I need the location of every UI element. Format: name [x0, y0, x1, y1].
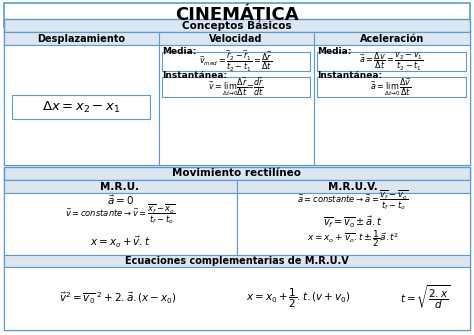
FancyBboxPatch shape — [4, 267, 470, 330]
FancyBboxPatch shape — [314, 45, 470, 165]
Text: M.R.U.V.: M.R.U.V. — [328, 182, 378, 192]
FancyBboxPatch shape — [162, 77, 310, 97]
FancyBboxPatch shape — [162, 52, 310, 71]
Text: Media:: Media: — [317, 47, 351, 56]
Text: $\vec{v}=constante \rightarrow \vec{v}=\dfrac{\overline{x_f}-\overline{x_o}}{t_f: $\vec{v}=constante \rightarrow \vec{v}=\… — [64, 202, 175, 226]
Text: $x=x_o+\overline{v_o}.t\pm\dfrac{1}{2}\vec{a}.t^2$: $x=x_o+\overline{v_o}.t\pm\dfrac{1}{2}\v… — [307, 228, 399, 250]
FancyBboxPatch shape — [12, 95, 150, 119]
Text: $t=\sqrt{\dfrac{2.x}{d}}$: $t=\sqrt{\dfrac{2.x}{d}}$ — [400, 284, 450, 312]
Text: $\Delta x = x_2 - x_1$: $\Delta x = x_2 - x_1$ — [42, 99, 120, 115]
Text: $\vec{a}=0$: $\vec{a}=0$ — [107, 193, 134, 207]
FancyBboxPatch shape — [4, 19, 470, 32]
Text: Desplazamiento: Desplazamiento — [37, 34, 125, 44]
Text: M.R.U.: M.R.U. — [100, 182, 139, 192]
FancyBboxPatch shape — [4, 45, 159, 165]
FancyBboxPatch shape — [4, 32, 159, 45]
FancyBboxPatch shape — [159, 45, 314, 165]
FancyBboxPatch shape — [4, 30, 470, 165]
FancyBboxPatch shape — [314, 32, 470, 45]
Text: Ecuaciones complementarias de M.R.U.V: Ecuaciones complementarias de M.R.U.V — [125, 256, 349, 266]
FancyBboxPatch shape — [4, 3, 470, 27]
Text: $\vec{v}=\lim_{\Delta t\to 0}\dfrac{\Delta\vec{r}}{\Delta t}=\dfrac{d\vec{r}}{dt: $\vec{v}=\lim_{\Delta t\to 0}\dfrac{\Del… — [208, 76, 264, 98]
Text: $\vec{a}=constante \rightarrow \vec{a}=\dfrac{\overline{v_f}-\overline{v_o}}{t_f: $\vec{a}=constante \rightarrow \vec{a}=\… — [298, 188, 409, 212]
Text: $\vec{a}=\dfrac{\Delta v}{\Delta t}=\dfrac{v_2-v_1}{t_2-t_1}$: $\vec{a}=\dfrac{\Delta v}{\Delta t}=\dfr… — [359, 51, 423, 72]
FancyBboxPatch shape — [317, 77, 466, 97]
Text: Movimiento rectilíneo: Movimiento rectilíneo — [173, 169, 301, 179]
FancyBboxPatch shape — [4, 180, 237, 193]
Text: $x=x_0+\dfrac{1}{2}.t.(v+v_0)$: $x=x_0+\dfrac{1}{2}.t.(v+v_0)$ — [246, 286, 350, 310]
Text: Velocidad: Velocidad — [209, 34, 263, 44]
FancyBboxPatch shape — [159, 32, 314, 45]
Text: $x=x_o+\vec{v}.t$: $x=x_o+\vec{v}.t$ — [90, 234, 150, 250]
Text: CINEMÁTICA: CINEMÁTICA — [175, 6, 299, 24]
Text: Media:: Media: — [162, 47, 196, 56]
FancyBboxPatch shape — [4, 255, 470, 267]
Text: Instantánea:: Instantánea: — [162, 70, 227, 79]
Text: $\vec{v}^2=\overline{v_0}^{\ 2}+2.\vec{a}.(x-x_0)$: $\vec{v}^2=\overline{v_0}^{\ 2}+2.\vec{a… — [59, 290, 177, 306]
FancyBboxPatch shape — [237, 193, 470, 255]
FancyBboxPatch shape — [4, 168, 470, 330]
Text: Instantánea:: Instantánea: — [317, 70, 382, 79]
FancyBboxPatch shape — [317, 52, 466, 71]
FancyBboxPatch shape — [237, 180, 470, 193]
Text: $\vec{v}_{med}=\dfrac{\vec{r}_2-\vec{r}_1}{t_2-t_1}=\dfrac{\Delta\vec{r}}{\Delta: $\vec{v}_{med}=\dfrac{\vec{r}_2-\vec{r}_… — [199, 49, 273, 74]
Text: Aceleración: Aceleración — [360, 34, 424, 44]
Text: $\overline{v_f}=\overline{v_o}\pm\vec{a}.t$: $\overline{v_f}=\overline{v_o}\pm\vec{a}… — [323, 214, 383, 230]
FancyBboxPatch shape — [4, 167, 470, 180]
Text: $\vec{a}=\lim_{\Delta t\to 0}\dfrac{\Delta\vec{v}}{\Delta t}$: $\vec{a}=\lim_{\Delta t\to 0}\dfrac{\Del… — [370, 76, 411, 98]
FancyBboxPatch shape — [4, 193, 237, 255]
Text: Conceptos Básicos: Conceptos Básicos — [182, 20, 292, 31]
